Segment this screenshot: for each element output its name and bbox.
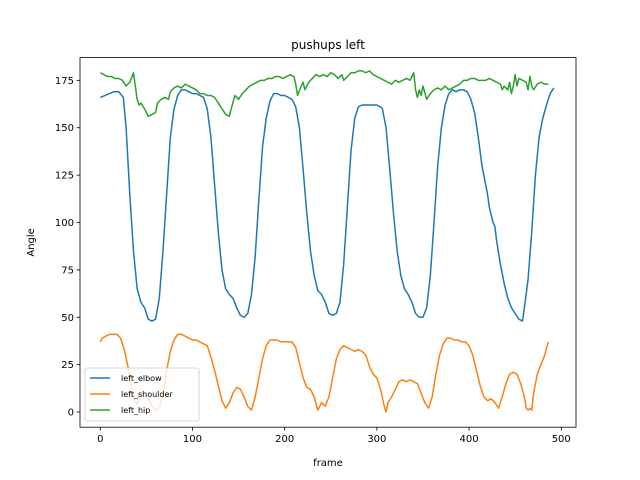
x-axis: 0 100 200 300 400 500 <box>97 427 571 445</box>
y-tick-label: 75 <box>61 265 74 276</box>
legend-label-left-shoulder: left_shoulder <box>121 390 173 399</box>
legend-box <box>84 367 200 422</box>
y-tick-label: 50 <box>61 313 74 324</box>
x-tick-label: 0 <box>97 434 103 445</box>
y-tick-label: 100 <box>55 218 74 229</box>
legend-label-left-hip: left_hip <box>121 406 150 415</box>
legend: left_elbow left_shoulder left_hip <box>84 367 200 422</box>
chart-title: pushups left <box>291 38 365 52</box>
x-tick-label: 200 <box>275 434 294 445</box>
x-tick-label: 400 <box>460 434 479 445</box>
x-tick-label: 100 <box>183 434 202 445</box>
legend-label-left-elbow: left_elbow <box>121 374 162 383</box>
plot-area <box>99 70 555 413</box>
y-tick-label: 150 <box>55 123 74 134</box>
y-axis: 0 25 50 75 100 125 150 175 <box>55 76 80 419</box>
y-tick-label: 25 <box>61 360 74 371</box>
series-line-left-shoulder <box>99 333 550 413</box>
y-tick-label: 0 <box>68 408 74 419</box>
axes-frame <box>79 57 577 428</box>
y-tick-label: 125 <box>55 171 74 182</box>
x-tick-label: 300 <box>367 434 386 445</box>
series-line-left-hip <box>99 70 549 118</box>
x-tick-label: 500 <box>552 434 571 445</box>
y-tick-label: 175 <box>55 76 74 87</box>
series-line-left-elbow <box>99 87 555 322</box>
y-axis-label: Angle <box>26 228 37 256</box>
x-axis-label: frame <box>313 458 343 469</box>
